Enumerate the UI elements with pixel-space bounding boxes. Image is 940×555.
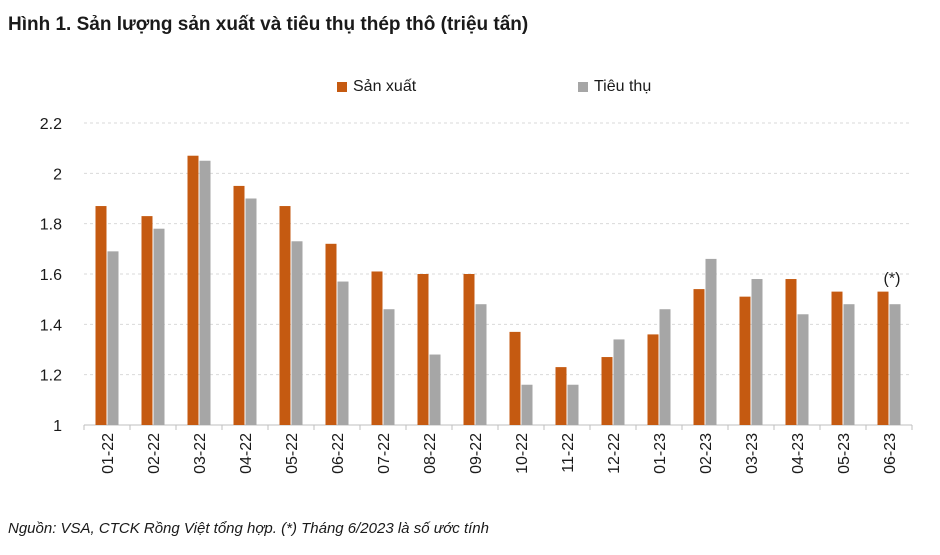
bar-consumption — [613, 339, 625, 425]
legend-label-production: Sản xuất — [353, 78, 417, 95]
chart-title: Hình 1. Sản lượng sản xuất và tiêu thụ t… — [8, 14, 529, 35]
bar-production — [509, 331, 521, 425]
bar-chart: 1 1.2 1.4 1.6 1.8 2 2.2 01-22 02-22 03-22 04-22 05-… — [40, 116, 913, 474]
bar-consumption — [475, 304, 487, 425]
bar-consumption — [751, 279, 763, 425]
legend-label-consumption: Tiêu thụ — [594, 78, 652, 95]
y-tick-label: 1.8 — [40, 217, 62, 234]
x-tick-label: 09-22 — [468, 433, 485, 474]
x-tick-label: 05-22 — [284, 433, 301, 474]
bar-production — [877, 291, 889, 425]
bar-consumption — [107, 251, 119, 425]
x-tick-label: 01-23 — [652, 433, 669, 474]
bar-production — [739, 296, 751, 425]
legend-swatch-production — [337, 82, 347, 92]
legend: Sản xuất Tiêu thụ — [0, 78, 940, 100]
legend-swatch-consumption — [578, 82, 588, 92]
x-tick-label: 08-22 — [422, 433, 439, 474]
bar-consumption — [567, 384, 579, 425]
x-tick-label: 02-23 — [698, 433, 715, 474]
x-tick-label: 03-22 — [192, 433, 209, 474]
bar-production — [371, 271, 383, 425]
bar-production — [601, 357, 613, 425]
bar-production — [187, 155, 199, 425]
x-tick-label: 11-22 — [560, 433, 577, 473]
x-tick-label: 12-22 — [606, 433, 623, 474]
bar-production — [647, 334, 659, 425]
bar-consumption — [153, 228, 165, 425]
bar-consumption — [291, 241, 303, 425]
bar-production — [785, 279, 797, 425]
bar-production — [325, 243, 337, 425]
bar-consumption — [843, 304, 855, 425]
x-tick-label: 04-23 — [790, 433, 807, 474]
legend-item-production: Sản xuất — [337, 78, 416, 96]
bar-consumption — [337, 281, 349, 425]
y-tick-label: 1.4 — [40, 317, 62, 334]
x-tick-label: 07-22 — [376, 433, 393, 474]
y-tick-label: 1 — [53, 418, 62, 435]
bar-consumption — [245, 198, 257, 425]
bar-consumption — [383, 309, 395, 425]
x-tick-label: 01-22 — [100, 433, 117, 474]
bar-consumption — [797, 314, 809, 425]
bar-consumption — [429, 354, 441, 425]
y-tick-label: 1.2 — [40, 368, 62, 385]
y-tick-label: 1.6 — [40, 267, 62, 284]
bar-consumption — [521, 384, 533, 425]
x-tick-label: 03-23 — [744, 433, 761, 474]
x-tick-label: 04-22 — [238, 433, 255, 474]
bar-production — [463, 274, 475, 425]
bar-production — [831, 291, 843, 425]
annotation-estimate: (*) — [884, 271, 901, 288]
source-note: Nguồn: VSA, CTCK Rồng Việt tổng hợp. (*)… — [8, 520, 489, 537]
legend-item-consumption: Tiêu thụ — [578, 78, 651, 96]
bar-production — [555, 367, 567, 425]
x-tick-label: 05-23 — [836, 433, 853, 474]
x-tick-label: 10-22 — [514, 433, 531, 474]
bar-consumption — [889, 304, 901, 425]
y-tick-label: 2.2 — [40, 116, 62, 133]
x-tick-label: 06-22 — [330, 433, 347, 474]
bar-production — [693, 289, 705, 425]
bar-production — [233, 185, 245, 425]
bar-production — [279, 206, 291, 425]
bar-production — [417, 274, 429, 425]
y-tick-label: 2 — [53, 166, 62, 183]
bar-consumption — [659, 309, 671, 425]
x-tick-label: 02-22 — [146, 433, 163, 474]
bar-consumption — [705, 258, 717, 425]
bar-consumption — [199, 160, 211, 425]
bar-production — [141, 216, 153, 425]
x-tick-label: 06-23 — [882, 433, 899, 474]
bar-production — [95, 206, 107, 425]
